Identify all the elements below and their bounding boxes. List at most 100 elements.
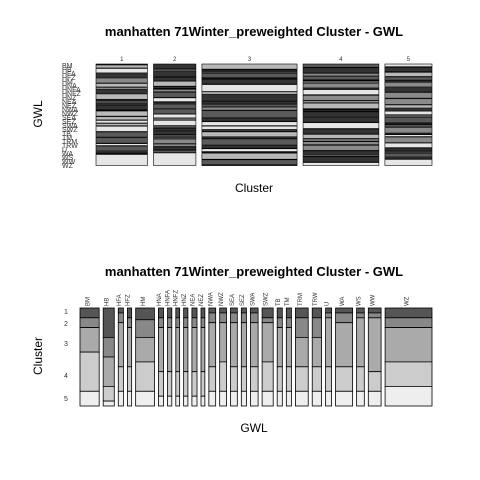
chart1-cell bbox=[96, 103, 147, 105]
chart2-cell bbox=[118, 367, 123, 392]
chart1-cell bbox=[202, 111, 297, 118]
chart2-gwl-tick: HNFZ bbox=[174, 290, 180, 306]
chart1-cell bbox=[385, 151, 432, 152]
chart2-cell bbox=[241, 313, 246, 323]
chart2-cell bbox=[385, 308, 432, 318]
chart2-cell bbox=[168, 308, 172, 318]
chart1-cell bbox=[202, 70, 297, 71]
chart2-cell bbox=[176, 318, 180, 328]
chart1-cell bbox=[303, 90, 379, 95]
chart1-cell bbox=[96, 65, 147, 68]
chart2-cell bbox=[220, 391, 227, 406]
chart1-cell bbox=[96, 126, 147, 131]
chart2-gwl-tick: BM bbox=[86, 297, 92, 306]
chart2-cell bbox=[250, 313, 258, 323]
chart2-gwl-column bbox=[184, 308, 188, 406]
chart1-cell bbox=[96, 144, 147, 146]
chart2-cell bbox=[201, 372, 205, 397]
chart1-cell bbox=[96, 101, 147, 102]
chart2-cell bbox=[201, 396, 205, 406]
chart2-gwl-tick: NEA bbox=[190, 294, 196, 306]
chart1-cell bbox=[385, 137, 432, 142]
chart1-cell bbox=[202, 74, 297, 78]
chart1-cell bbox=[385, 123, 432, 124]
chart1-cell bbox=[303, 145, 379, 150]
chart2-cell bbox=[250, 308, 258, 313]
chart2-cell bbox=[230, 308, 237, 313]
chart1-cell bbox=[153, 118, 195, 119]
chart2-cell bbox=[312, 337, 321, 366]
chart2-cluster-tick: 1 bbox=[64, 309, 68, 316]
chart1-cluster-column bbox=[202, 64, 297, 166]
chart2-cell bbox=[312, 308, 321, 318]
chart1-cell bbox=[153, 77, 195, 80]
chart2-cell bbox=[295, 337, 308, 366]
chart2-cell bbox=[250, 367, 258, 392]
chart2-gwl-tick: HNFA bbox=[166, 290, 172, 306]
chart1-cell bbox=[303, 123, 379, 129]
chart1-cell bbox=[202, 137, 297, 138]
chart1-cell bbox=[303, 112, 379, 117]
chart2-cell bbox=[220, 323, 227, 362]
chart2-cell bbox=[209, 308, 216, 313]
chart2-cell bbox=[136, 337, 155, 362]
chart2-cluster-tick: 5 bbox=[64, 396, 68, 403]
chart2-cell bbox=[103, 337, 114, 357]
chart1-cell bbox=[202, 105, 297, 107]
chart1-cell bbox=[96, 78, 147, 83]
chart2-cell bbox=[209, 323, 216, 367]
chart1-cell bbox=[96, 64, 147, 65]
chart2-cell bbox=[176, 328, 180, 372]
chart2-gwl-tick: SWZ bbox=[264, 292, 270, 306]
chart1-cell bbox=[96, 94, 147, 99]
chart2-cell bbox=[118, 323, 123, 367]
chart2-cell bbox=[220, 313, 227, 323]
chart2-cell bbox=[241, 323, 246, 367]
chart2-cluster-tick: 4 bbox=[64, 373, 68, 380]
chart1-cell bbox=[202, 118, 297, 121]
chart1-cell bbox=[96, 100, 147, 101]
chart2-gwl-column bbox=[241, 308, 246, 406]
chart1-cell bbox=[153, 126, 195, 128]
chart2-cell bbox=[136, 320, 155, 338]
chart1-cell bbox=[202, 126, 297, 129]
chart2-gwl-column bbox=[295, 308, 308, 406]
chart2-cell bbox=[295, 318, 308, 338]
chart1-cell bbox=[303, 142, 379, 145]
chart2-gwl-tick: NEZ bbox=[199, 294, 205, 306]
chart2-gwl-column bbox=[127, 308, 131, 406]
chart1-cell bbox=[153, 102, 195, 103]
chart2-ylabel: Cluster bbox=[31, 337, 45, 375]
chart2-cell bbox=[118, 391, 123, 406]
chart1-cell bbox=[385, 134, 432, 135]
chart2-cell bbox=[241, 367, 246, 392]
chart2-cell bbox=[286, 308, 291, 318]
chart1-cell bbox=[385, 72, 432, 76]
chart1-cell bbox=[96, 111, 147, 116]
chart2-gwl-tick: WA bbox=[340, 297, 346, 306]
chart1-xlabel: Cluster bbox=[235, 181, 273, 195]
chart1-cell bbox=[96, 69, 147, 73]
chart2-cell bbox=[286, 391, 291, 406]
chart1-cell bbox=[303, 101, 379, 103]
chart2-cell bbox=[357, 318, 365, 367]
chart1-cell bbox=[202, 132, 297, 137]
chart1-cluster-column bbox=[385, 64, 432, 165]
chart2-cell bbox=[136, 308, 155, 320]
chart1-cell bbox=[96, 120, 147, 122]
chart2-cell bbox=[241, 308, 246, 313]
chart1-cell bbox=[96, 84, 147, 87]
chart2-gwl-tick: NWZ bbox=[219, 292, 225, 306]
chart1-cell bbox=[153, 104, 195, 108]
chart1-ylabel: GWL bbox=[31, 100, 45, 128]
chart2-gwl-column bbox=[103, 308, 114, 406]
chart1-cell bbox=[202, 153, 297, 159]
chart1-cell bbox=[385, 88, 432, 92]
chart1-cell bbox=[303, 77, 379, 80]
chart2-cell bbox=[118, 313, 123, 323]
chart2-gwl-column bbox=[136, 308, 155, 406]
chart2-cell bbox=[184, 396, 188, 406]
chart2-gwl-tick: HM bbox=[141, 297, 147, 306]
chart1-cell bbox=[385, 115, 432, 116]
